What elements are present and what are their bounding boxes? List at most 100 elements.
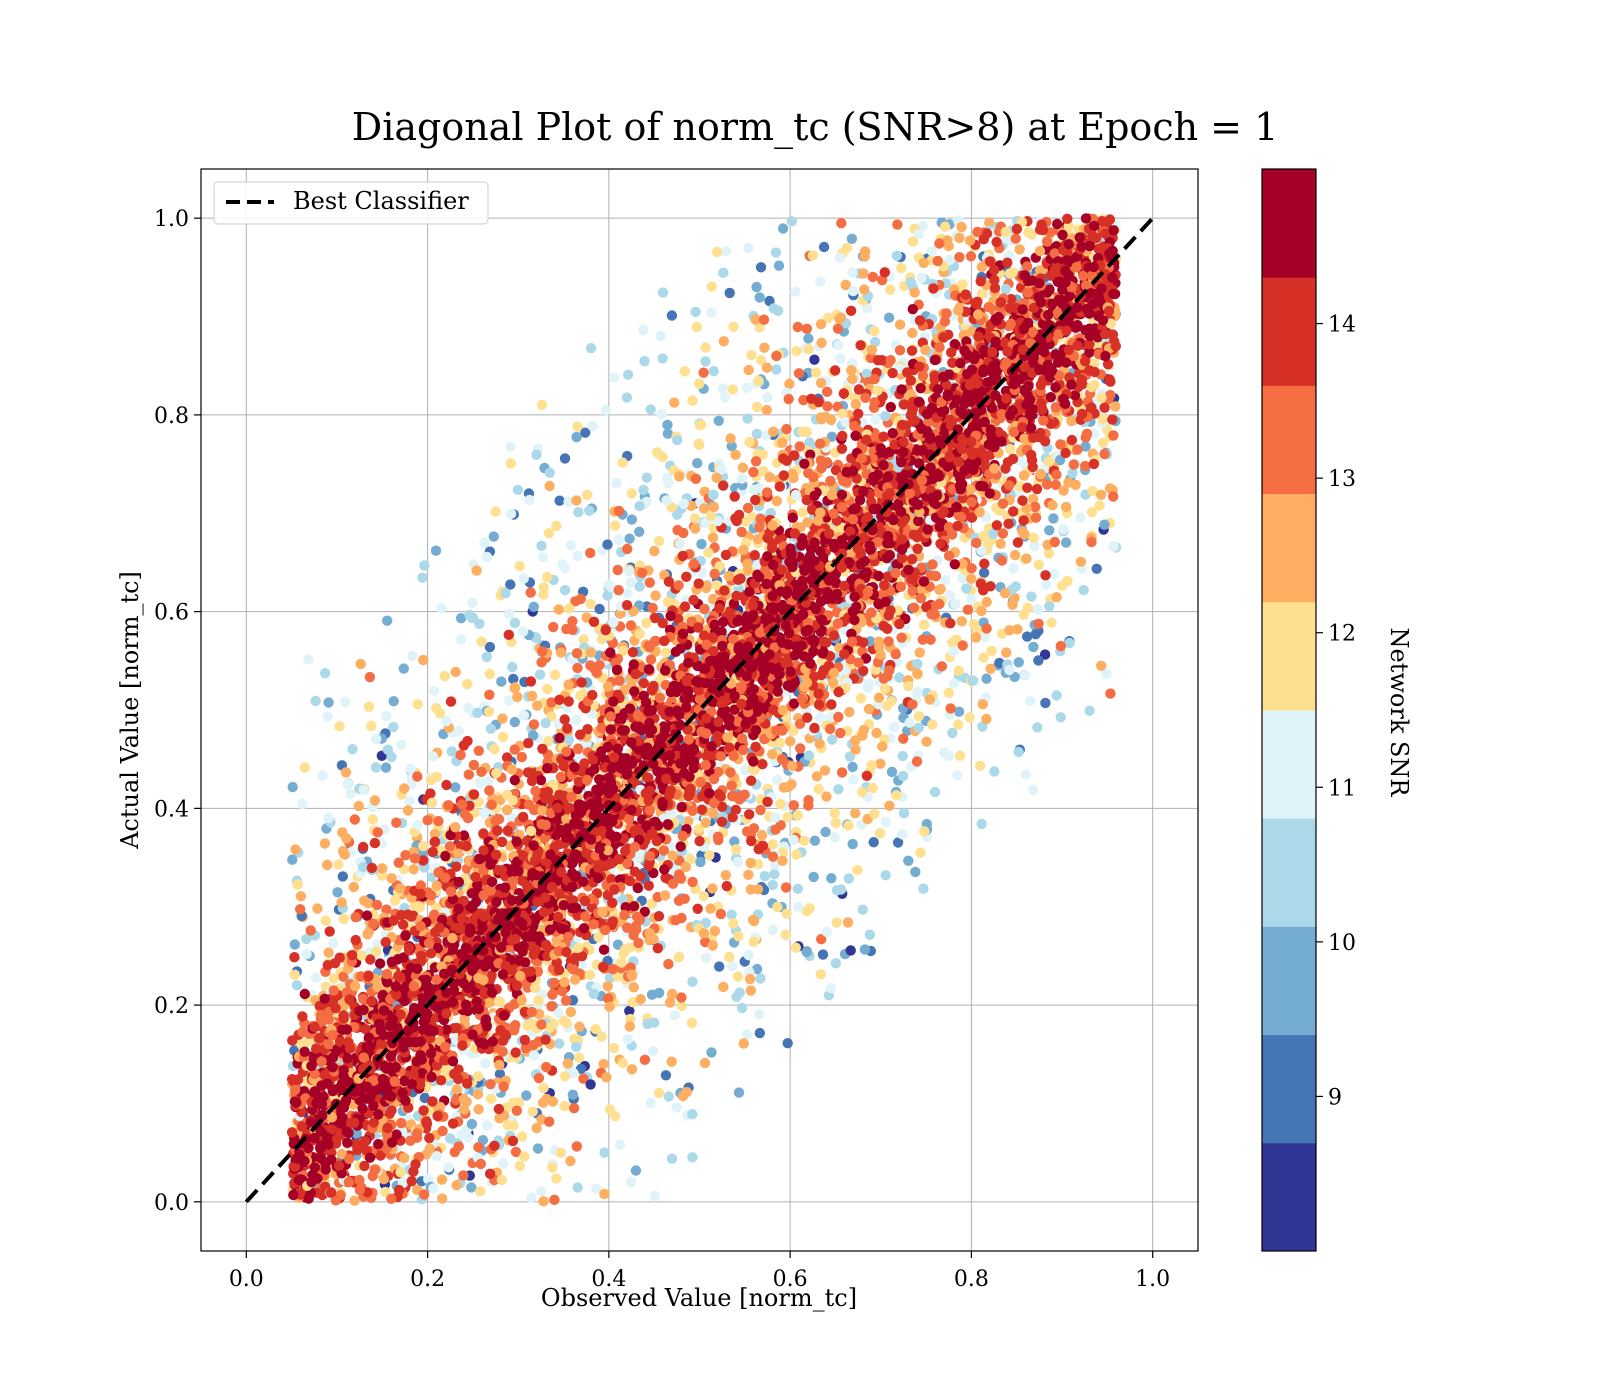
scatter-point [975, 760, 986, 771]
scatter-point [1080, 460, 1091, 472]
scatter-point [540, 718, 551, 729]
scatter-point [543, 528, 555, 539]
scatter-point [775, 798, 786, 810]
scatter-point [536, 540, 547, 551]
scatter-point [875, 758, 886, 769]
scatter-point [528, 719, 540, 730]
scatter-point [525, 587, 536, 598]
scatter-point [808, 871, 819, 883]
scatter-point [879, 683, 891, 694]
scatter-point [418, 840, 429, 852]
scatter-point [470, 807, 481, 818]
scatter-point [347, 744, 358, 755]
scatter-point [981, 596, 992, 608]
scatter-point [585, 599, 596, 610]
scatter-point [720, 245, 732, 257]
scatter-point [349, 814, 360, 825]
scatter-point [479, 537, 490, 548]
scatter-point [825, 475, 836, 487]
scatter-point [891, 790, 902, 801]
scatter-point [745, 775, 757, 786]
scatter-point [755, 355, 767, 366]
scatter-point [906, 345, 918, 356]
scatter-point [332, 887, 343, 898]
scatter-point [733, 931, 744, 942]
scatter-point [687, 1109, 698, 1120]
scatter-point [934, 598, 945, 610]
scatter-point [348, 881, 359, 893]
scatter-point [359, 895, 370, 906]
scatter-point [994, 657, 1005, 669]
scatter-point [429, 685, 440, 696]
scatter-point [726, 961, 738, 972]
scatter-point [744, 973, 756, 985]
scatter-point [715, 908, 727, 920]
scatter-point [299, 988, 310, 1000]
scatter-point [772, 774, 783, 786]
scatter-point [484, 689, 495, 700]
scatter-point [831, 917, 842, 928]
scatter-point [537, 1097, 549, 1108]
scatter-point [850, 399, 861, 410]
scatter-point [758, 314, 770, 325]
scatter-point [927, 719, 938, 730]
scatter-point [573, 507, 584, 518]
scatter-point [614, 1139, 626, 1151]
scatter-point [943, 687, 955, 698]
scatter-point [496, 676, 507, 687]
scatter-point [996, 555, 1008, 566]
scatter-point [790, 942, 801, 953]
scatter-point [858, 268, 869, 279]
scatter-point [655, 330, 666, 342]
scatter-point [322, 859, 333, 871]
scatter-point [947, 637, 958, 648]
scatter-point [910, 866, 921, 878]
scatter-point [868, 837, 879, 848]
scatter-point [918, 883, 929, 894]
scatter-point [474, 777, 485, 788]
scatter-point [864, 929, 876, 940]
scatter-point [846, 233, 858, 244]
scatter-point [287, 781, 298, 793]
scatter-point [522, 1020, 533, 1031]
scatter-point [500, 588, 511, 599]
scatter-point [334, 721, 345, 732]
scatter-point [660, 647, 672, 658]
scatter-point [1078, 584, 1089, 596]
scatter-point [638, 324, 649, 336]
scatter-point [1055, 712, 1066, 723]
scatter-point [357, 862, 369, 873]
chart-title: Diagonal Plot of norm_tc (SNR>8) at Epoc… [352, 105, 1279, 150]
scatter-point [907, 236, 919, 247]
scatter-point [371, 946, 382, 957]
scatter-point [653, 987, 665, 999]
scatter-point [650, 590, 661, 601]
scatter-point [687, 1152, 698, 1163]
scatter-point [623, 566, 635, 577]
scatter-point [985, 663, 996, 674]
scatter-point [755, 262, 767, 273]
scatter-point [976, 605, 987, 617]
scatter-point [956, 221, 967, 233]
scatter-point [855, 340, 866, 351]
scatter-point [884, 800, 895, 811]
scatter-point [634, 500, 645, 512]
scatter-point [671, 1102, 682, 1113]
scatter-point [585, 547, 596, 559]
scatter-point [744, 436, 755, 448]
scatter-point [731, 991, 742, 1002]
scatter-point [669, 1010, 680, 1021]
scatter-point [741, 382, 753, 393]
scatter-point [966, 573, 977, 584]
scatter-point [957, 640, 968, 651]
scatter-point [635, 994, 646, 1005]
scatter-point [907, 327, 918, 339]
scatter-point [966, 593, 977, 605]
scatter-point [920, 344, 931, 356]
scatter-point [751, 281, 762, 293]
scatter-point [842, 917, 854, 928]
scatter-point [505, 508, 517, 519]
scatter-point [909, 287, 920, 298]
scatter-point [602, 539, 613, 550]
scatter-point [472, 707, 483, 718]
